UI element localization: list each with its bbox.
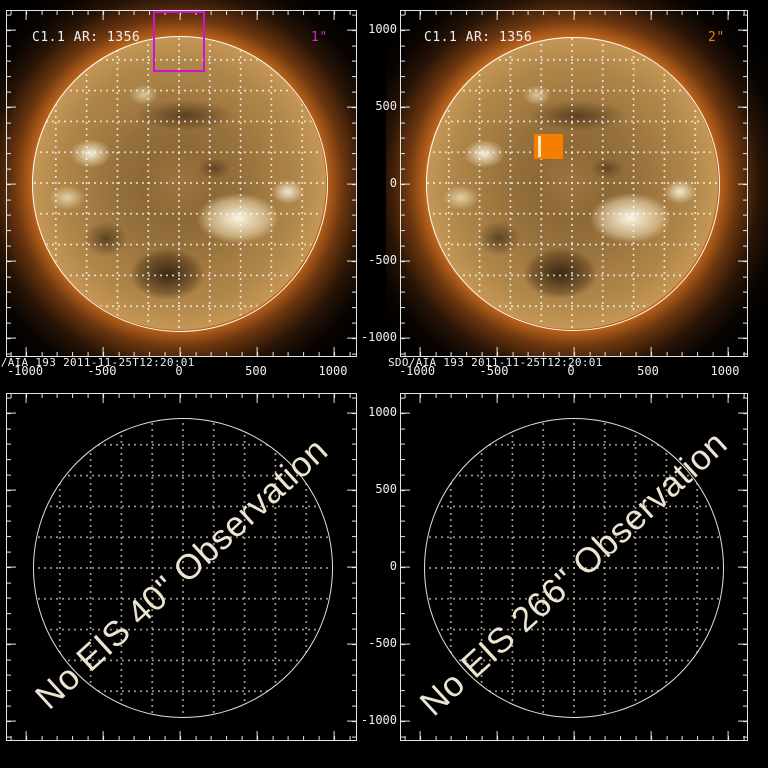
panel-no-266arcsec-observation: No EIS 266" Observation	[400, 393, 748, 741]
y-tick-label: 1000	[368, 22, 397, 36]
x-tick-label: -1000	[6, 364, 44, 378]
tick-marks	[7, 394, 16, 740]
y-tick-label: -500	[368, 636, 397, 650]
panel-aia-2arcsec: C1.1 AR: 1356 2"	[386, 0, 768, 357]
tick-marks	[743, 394, 747, 740]
tick-marks	[7, 347, 356, 356]
tick-marks	[352, 394, 356, 740]
slit-width-label: 1"	[311, 30, 328, 45]
y-tick-label: 500	[375, 99, 397, 113]
eis-slit-marker	[538, 136, 541, 157]
tick-marks	[401, 736, 747, 740]
tick-marks	[401, 394, 405, 740]
x-tick-label: 1000	[318, 364, 348, 378]
tick-marks	[401, 394, 410, 740]
y-tick-label: 0	[389, 559, 397, 573]
tick-marks	[401, 11, 747, 15]
tick-marks	[401, 394, 747, 398]
tick-marks	[401, 394, 747, 403]
tick-marks	[7, 736, 356, 740]
solar-limb-circle	[426, 37, 720, 331]
x-tick-label: 0	[567, 364, 575, 378]
tick-marks	[401, 11, 405, 356]
tick-marks	[401, 11, 747, 20]
panel-aia-1arcsec: C1.1 AR: 1356 1"	[0, 0, 357, 357]
tick-marks	[347, 394, 356, 740]
tick-marks	[7, 394, 356, 398]
tick-marks	[738, 11, 747, 356]
x-tick-label: 1000	[710, 364, 740, 378]
tick-marks	[7, 11, 11, 356]
solar-grid-globe	[33, 418, 333, 718]
axis-box	[400, 10, 748, 357]
y-tick-label: -1000	[360, 713, 397, 727]
tick-marks	[738, 394, 747, 740]
tick-marks	[7, 394, 356, 403]
x-tick-label: 0	[175, 364, 183, 378]
image-caption: SDO/AIA 193 2011-11-25T12:20:01	[0, 356, 195, 369]
y-tick-label: -500	[368, 253, 397, 267]
solar-limb-circle	[32, 36, 328, 332]
tick-marks	[7, 731, 356, 740]
fov-rectangle-2arcsec	[534, 134, 563, 159]
tick-marks	[401, 347, 747, 356]
x-tick-label: -500	[87, 364, 117, 378]
x-tick-label: -500	[479, 364, 509, 378]
x-tick-label: 500	[245, 364, 267, 378]
panel-title: C1.1 AR: 1356	[32, 30, 141, 45]
tick-marks	[7, 394, 11, 740]
panel-no-40arcsec-observation: No EIS 40" Observation	[6, 393, 357, 741]
tick-marks	[401, 731, 747, 740]
image-caption: SDO/AIA 193 2011-11-25T12:20:01	[388, 356, 603, 369]
panel-title: C1.1 AR: 1356	[424, 30, 533, 45]
y-tick-label: 0	[389, 176, 397, 190]
y-tick-label: 1000	[368, 405, 397, 419]
slit-width-label: 2"	[708, 30, 725, 45]
tick-marks	[743, 11, 747, 356]
solar-grid-globe	[424, 418, 724, 718]
y-tick-label: 500	[375, 482, 397, 496]
tick-marks	[347, 11, 356, 356]
x-tick-label: 500	[637, 364, 659, 378]
tick-marks	[352, 11, 356, 356]
y-tick-label: -1000	[360, 330, 397, 344]
tick-marks	[7, 11, 16, 356]
x-tick-label: -1000	[398, 364, 436, 378]
fov-rectangle-1arcsec	[153, 11, 205, 72]
tick-marks	[401, 11, 410, 356]
